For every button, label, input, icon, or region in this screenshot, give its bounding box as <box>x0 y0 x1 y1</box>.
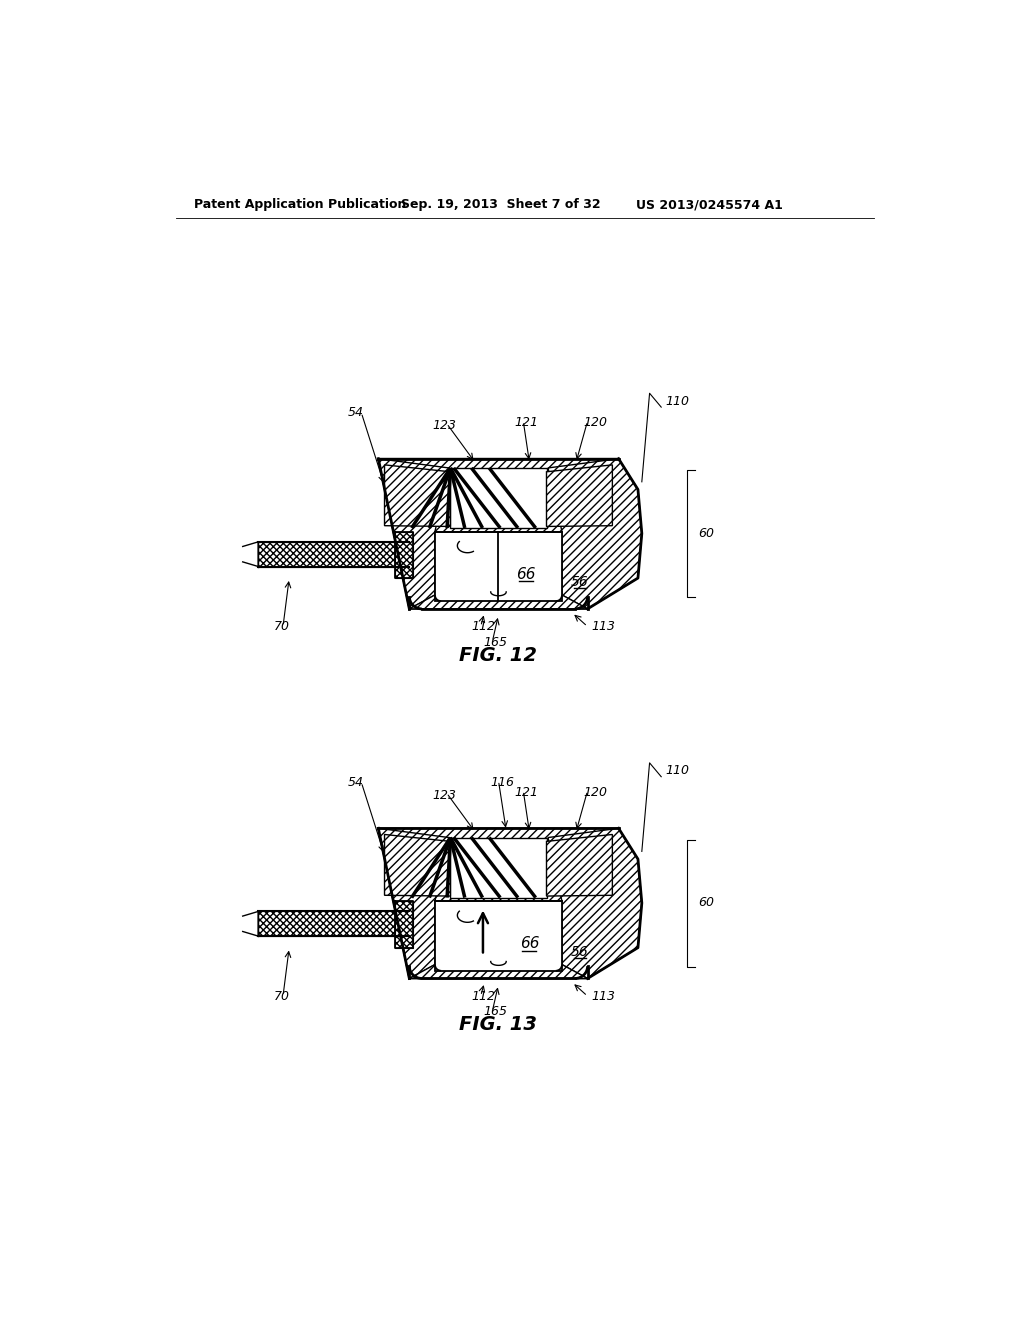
Text: 112: 112 <box>471 620 496 634</box>
Polygon shape <box>258 543 410 566</box>
Bar <box>451 838 547 898</box>
Text: 113: 113 <box>592 990 615 1003</box>
Text: FIG. 13: FIG. 13 <box>460 1015 538 1034</box>
Polygon shape <box>548 459 642 609</box>
Text: Patent Application Publication: Patent Application Publication <box>194 198 407 211</box>
Polygon shape <box>378 829 449 978</box>
Text: 54: 54 <box>347 776 364 789</box>
Text: 70: 70 <box>273 620 290 634</box>
Polygon shape <box>548 829 642 978</box>
Text: FIG. 12: FIG. 12 <box>460 645 538 664</box>
Text: 112: 112 <box>471 990 496 1003</box>
Text: Sep. 19, 2013  Sheet 7 of 32: Sep. 19, 2013 Sheet 7 of 32 <box>400 198 600 211</box>
Polygon shape <box>395 902 414 948</box>
Polygon shape <box>547 465 612 527</box>
Text: 70: 70 <box>273 990 290 1003</box>
Text: 110: 110 <box>665 395 689 408</box>
Bar <box>435 902 562 970</box>
Polygon shape <box>378 829 618 978</box>
Text: 165: 165 <box>483 1006 507 1019</box>
Text: 165: 165 <box>483 636 507 649</box>
Polygon shape <box>410 965 588 978</box>
Text: 120: 120 <box>584 416 607 429</box>
Polygon shape <box>378 459 618 609</box>
Polygon shape <box>378 459 449 609</box>
Text: 120: 120 <box>584 785 607 799</box>
Text: 116: 116 <box>490 776 515 789</box>
Polygon shape <box>547 834 612 896</box>
Text: 56: 56 <box>571 576 589 589</box>
Text: US 2013/0245574 A1: US 2013/0245574 A1 <box>636 198 782 211</box>
Polygon shape <box>385 465 451 527</box>
Text: 60: 60 <box>698 527 715 540</box>
Text: 56: 56 <box>571 945 589 958</box>
Polygon shape <box>395 532 414 578</box>
Text: 110: 110 <box>665 764 689 777</box>
Bar <box>451 469 547 528</box>
Text: 121: 121 <box>514 785 538 799</box>
Polygon shape <box>258 911 410 936</box>
Text: 123: 123 <box>432 789 457 803</box>
Text: 121: 121 <box>514 416 538 429</box>
Text: 54: 54 <box>347 407 364 420</box>
Text: 123: 123 <box>432 420 457 433</box>
Bar <box>435 532 562 601</box>
Text: 113: 113 <box>592 620 615 634</box>
Text: 66: 66 <box>516 566 536 582</box>
Polygon shape <box>385 834 451 896</box>
Text: 66: 66 <box>520 936 540 952</box>
Polygon shape <box>410 595 588 609</box>
Text: 60: 60 <box>698 896 715 909</box>
